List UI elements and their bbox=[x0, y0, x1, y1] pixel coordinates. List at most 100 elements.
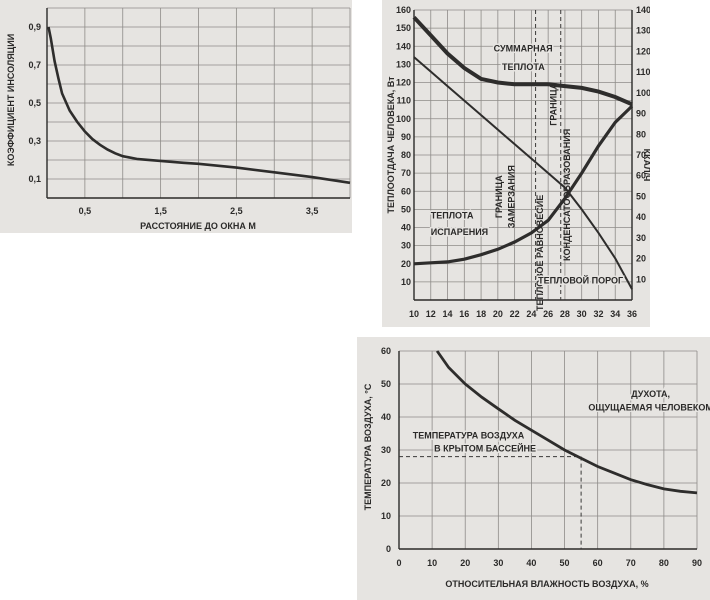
x-tick-label: 18 bbox=[476, 309, 486, 319]
x-tick-label: 10 bbox=[409, 309, 419, 319]
y-tick-label-left: 90 bbox=[401, 132, 411, 142]
x-tick-label: 90 bbox=[692, 558, 702, 568]
y-tick-label: 0 bbox=[386, 544, 391, 554]
x-tick-label: 70 bbox=[626, 558, 636, 568]
humidity-chart-panel: 0 10 20 30 40 50 60 70 80 90 0 10 20 30 40 50 60 ОТНОСИТЕ… bbox=[357, 337, 710, 600]
x-tick-label: 30 bbox=[493, 558, 503, 568]
y-tick-label-left: 110 bbox=[396, 96, 411, 106]
x-tick-label: 30 bbox=[577, 309, 587, 319]
y-tick-label-left: 130 bbox=[396, 59, 411, 69]
insolation-chart: 0,5 1,5 2,5 3,5 0,1 0,3 0,5 0,7 0,9 РАССТОЯНИЕ ДО… bbox=[6, 7, 351, 231]
y-tick-label: 0,7 bbox=[28, 60, 41, 70]
insolation-curve bbox=[47, 26, 351, 185]
x-tick-label: 3,5 bbox=[306, 206, 319, 216]
x-tick-label: 32 bbox=[593, 309, 603, 319]
y-tick-label-left: 140 bbox=[396, 41, 411, 51]
x-tick-label: 34 bbox=[610, 309, 620, 319]
y-tick-label-left: 20 bbox=[401, 259, 411, 269]
x-tick-label: 12 bbox=[426, 309, 436, 319]
y-tick-label-left: 160 bbox=[396, 5, 411, 15]
y-tick-label-right: 20 bbox=[636, 254, 646, 264]
chart-annotation: ТЕПЛОТА bbox=[431, 210, 474, 220]
y-axis-label-right: ККАЛ/Ч bbox=[642, 149, 650, 182]
y-tick-label-right: 50 bbox=[636, 191, 646, 201]
chart-annotation: ОЩУЩАЕМАЯ ЧЕЛОВЕКОМ bbox=[588, 402, 710, 412]
x-axis-label: ОТНОСИТЕЛЬНАЯ ВЛАЖНОСТЬ ВОЗДУХА, % bbox=[445, 579, 648, 589]
heat-curve bbox=[413, 104, 634, 266]
chart-annotation: ГРАНИЦА bbox=[494, 175, 504, 218]
y-tick-label-left: 30 bbox=[401, 241, 411, 251]
x-tick-label: 20 bbox=[493, 309, 503, 319]
x-axis-label: РАССТОЯНИЕ ДО ОКНА М bbox=[140, 221, 256, 231]
y-tick-label-left: 150 bbox=[396, 23, 411, 33]
y-tick-label-left: 80 bbox=[401, 150, 411, 160]
heat-curve bbox=[412, 15, 633, 107]
x-tick-label: 2,5 bbox=[230, 206, 243, 216]
chart-annotation: В КРЫТОМ БАССЕЙНЕ bbox=[434, 443, 536, 454]
y-tick-label-right: 40 bbox=[636, 212, 646, 222]
y-tick-label-right: 70 bbox=[636, 150, 646, 160]
y-tick-label-left: 40 bbox=[401, 223, 411, 233]
y-tick-label-right: 120 bbox=[636, 46, 650, 56]
y-tick-label: 60 bbox=[381, 346, 391, 356]
x-tick-label: 10 bbox=[427, 558, 437, 568]
y-axis-label: ТЕМПЕРАТУРА ВОЗДУХА, °С bbox=[363, 383, 373, 510]
y-tick-label: 0,3 bbox=[28, 136, 41, 146]
y-tick-label: 0,5 bbox=[28, 98, 41, 108]
y-tick-label-left: 120 bbox=[396, 78, 411, 88]
chart-annotation: ТЕПЛОВОЙ ПОРОГ bbox=[538, 275, 623, 286]
stuffiness-curve bbox=[435, 350, 698, 495]
chart-annotation: ГРАНИЦА bbox=[549, 82, 559, 125]
y-tick-label: 40 bbox=[381, 412, 391, 422]
x-tick-label: 0,5 bbox=[79, 206, 92, 216]
y-tick-label-right: 140 bbox=[636, 5, 650, 15]
x-tick-label: 22 bbox=[510, 309, 520, 319]
heat-transfer-chart: 10 12 14 16 18 20 22 24 26 28 30 32 34 36 10 20 30 40 50 60… bbox=[386, 5, 650, 319]
chart-annotation: ДУХОТА, bbox=[631, 389, 670, 399]
x-tick-label: 50 bbox=[560, 558, 570, 568]
y-tick-label-right: 60 bbox=[636, 171, 646, 181]
x-tick-label: 14 bbox=[443, 309, 453, 319]
y-tick-label-right: 30 bbox=[636, 233, 646, 243]
y-tick-label: 50 bbox=[381, 379, 391, 389]
chart-annotation: ТЕПЛОВОЕ РАВНОВЕСИЕ bbox=[535, 195, 545, 311]
y-axis-label-left: ТЕПЛООТДАЧА ЧЕЛОВЕКА, Вт bbox=[386, 76, 396, 214]
y-tick-label-right: 110 bbox=[636, 67, 650, 77]
chart-annotation: ТЕМПЕРАТУРА ВОЗДУХА bbox=[413, 430, 525, 440]
y-tick-label-left: 10 bbox=[401, 277, 411, 287]
y-axis-label: КОЭФФИЦИЕНТ ИНСОЛЯЦИИ bbox=[6, 34, 16, 166]
humidity-chart: 0 10 20 30 40 50 60 70 80 90 0 10 20 30 40 50 60 ОТНОСИТЕ… bbox=[363, 346, 710, 589]
x-tick-label: 24 bbox=[526, 309, 536, 319]
x-tick-label: 36 bbox=[627, 309, 637, 319]
y-tick-label-right: 100 bbox=[636, 88, 650, 98]
x-tick-label: 80 bbox=[659, 558, 669, 568]
y-tick-label: 30 bbox=[381, 445, 391, 455]
x-tick-label: 20 bbox=[460, 558, 470, 568]
y-tick-label: 0,1 bbox=[28, 174, 41, 184]
x-tick-label: 40 bbox=[526, 558, 536, 568]
y-tick-label-right: 10 bbox=[636, 274, 646, 284]
x-tick-label: 1,5 bbox=[154, 206, 167, 216]
y-tick-label-left: 50 bbox=[401, 204, 411, 214]
chart-annotation: КОНДЕНСАТООБРАЗОВАНИЯ bbox=[562, 129, 572, 261]
insolation-chart-panel: 0,5 1,5 2,5 3,5 0,1 0,3 0,5 0,7 0,9 РАССТОЯНИЕ ДО… bbox=[0, 0, 352, 233]
x-tick-label: 0 bbox=[396, 558, 401, 568]
x-tick-label: 26 bbox=[543, 309, 553, 319]
chart-annotation: СУММАРНАЯ bbox=[494, 44, 553, 54]
heat-curve bbox=[413, 56, 633, 290]
x-tick-label: 16 bbox=[459, 309, 469, 319]
chart-annotation: ЗАМЕРЗАНИЯ bbox=[507, 165, 517, 228]
y-tick-label-left: 100 bbox=[396, 114, 411, 124]
y-tick-label-left: 60 bbox=[401, 186, 411, 196]
chart-annotation: ТЕПЛОТА bbox=[502, 62, 545, 72]
y-tick-label-right: 80 bbox=[636, 129, 646, 139]
y-tick-label: 0,9 bbox=[28, 22, 41, 32]
y-tick-label: 20 bbox=[381, 478, 391, 488]
y-tick-label-right: 130 bbox=[636, 26, 650, 36]
chart-annotation: ИСПАРЕНИЯ bbox=[431, 227, 488, 237]
heat-transfer-chart-panel: 10 12 14 16 18 20 22 24 26 28 30 32 34 36 10 20 30 40 50 60… bbox=[382, 0, 650, 327]
y-tick-label-left: 70 bbox=[401, 168, 411, 178]
x-tick-label: 28 bbox=[560, 309, 570, 319]
y-tick-label-right: 90 bbox=[636, 109, 646, 119]
y-tick-label: 10 bbox=[381, 511, 391, 521]
